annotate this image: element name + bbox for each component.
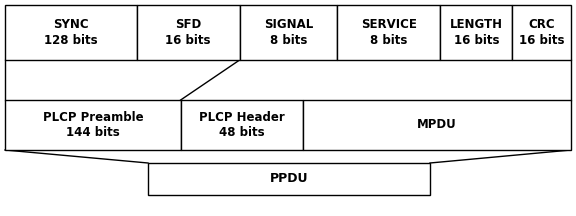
Text: PPDU: PPDU xyxy=(270,173,308,186)
Text: CRC
16 bits: CRC 16 bits xyxy=(519,19,564,46)
Bar xyxy=(148,163,430,195)
Bar xyxy=(5,5,137,60)
Text: SIGNAL
8 bits: SIGNAL 8 bits xyxy=(264,19,313,46)
Text: PLCP Header
48 bits: PLCP Header 48 bits xyxy=(199,111,285,139)
Text: SYNC
128 bits: SYNC 128 bits xyxy=(44,19,98,46)
Text: SFD
16 bits: SFD 16 bits xyxy=(165,19,211,46)
Text: LENGTH
16 bits: LENGTH 16 bits xyxy=(450,19,503,46)
Bar xyxy=(512,5,571,60)
Text: SERVICE
8 bits: SERVICE 8 bits xyxy=(361,19,417,46)
Bar xyxy=(302,100,571,150)
Bar xyxy=(137,5,240,60)
Text: PLCP Preamble
144 bits: PLCP Preamble 144 bits xyxy=(43,111,143,139)
Bar xyxy=(5,100,181,150)
Bar xyxy=(240,5,338,60)
Bar xyxy=(181,100,302,150)
Text: MPDU: MPDU xyxy=(417,119,457,132)
Bar xyxy=(440,5,512,60)
Bar xyxy=(338,5,440,60)
